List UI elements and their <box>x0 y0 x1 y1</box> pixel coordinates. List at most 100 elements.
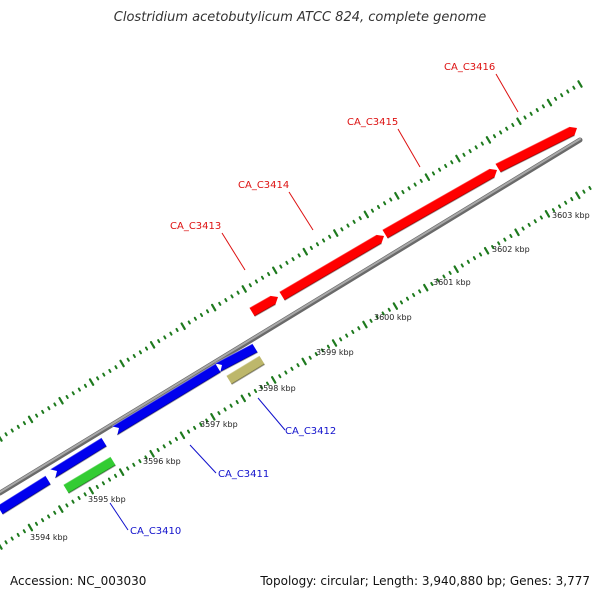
outer-tick-major <box>119 359 125 368</box>
outer-tick-minor <box>474 145 478 150</box>
outer-tick-minor <box>236 290 240 295</box>
outer-tick-minor <box>126 357 130 362</box>
outer-tick-minor <box>4 432 8 437</box>
outer-tick-minor <box>376 204 381 209</box>
gene-arrow <box>214 343 258 373</box>
scale-label-group: 3594 kbp 3595 kbp 3596 kbp 3597 kbp 3598 kbp… <box>30 211 590 542</box>
inner-tick-minor <box>113 473 118 478</box>
inner-tick-minor <box>582 189 586 194</box>
outer-tick-major <box>516 117 522 126</box>
outer-tick-minor <box>47 406 51 411</box>
outer-tick-minor <box>328 234 332 239</box>
inner-tick-minor <box>339 337 343 342</box>
outer-tick-minor <box>437 167 442 172</box>
inner-tick-minor <box>478 252 483 257</box>
inner-tick-minor <box>259 385 264 390</box>
inner-tick-minor <box>284 370 288 375</box>
gene-label-leader <box>288 191 314 231</box>
inner-tick-minor <box>156 448 160 453</box>
outer-tick-minor <box>53 402 57 407</box>
gene-label-leader <box>495 73 519 113</box>
inner-tick-minor <box>551 208 556 213</box>
inner-tick-minor <box>278 374 282 379</box>
inner-tick-minor <box>174 436 178 441</box>
inner-tick-major <box>240 394 246 403</box>
inner-tick-minor <box>266 381 270 386</box>
inner-tick-minor <box>247 392 251 397</box>
outer-tick-major <box>455 154 461 163</box>
outer-tick-minor <box>462 152 466 157</box>
outer-tick-major <box>241 285 247 293</box>
inner-tick-minor <box>369 318 373 323</box>
gene-arrow <box>49 437 107 479</box>
outer-tick-minor <box>352 219 356 224</box>
inner-tick-minor <box>399 300 404 305</box>
inner-tick-major <box>575 191 581 200</box>
gene-label-leader <box>109 502 129 531</box>
outer-tick-minor <box>230 294 234 299</box>
scale-label: 3599 kbp <box>316 348 354 357</box>
outer-tick-minor <box>10 428 14 433</box>
inner-tick-minor <box>71 499 75 504</box>
inner-tick-minor <box>10 536 14 541</box>
outer-tick-minor <box>218 301 222 306</box>
outer-tick-minor <box>419 178 423 183</box>
gene-arrow <box>111 363 221 436</box>
gene-arrow <box>249 295 278 317</box>
inner-tick-minor <box>570 197 574 202</box>
inner-tick-minor <box>314 352 318 357</box>
scale-label: 3602 kbp <box>492 245 530 254</box>
outer-tick-minor <box>224 298 228 303</box>
outer-tick-minor <box>431 171 436 176</box>
inner-tick-minor <box>509 233 513 238</box>
inner-tick-minor <box>430 281 434 286</box>
scale-label: 3594 kbp <box>30 533 68 542</box>
gene-label: CA_C3412 <box>285 426 336 437</box>
inner-tick-minor <box>138 459 142 464</box>
inner-tick-major <box>392 302 399 310</box>
scale-label: 3597 kbp <box>200 420 238 429</box>
outer-tick-minor <box>193 316 197 321</box>
gene-label-leader <box>257 397 286 431</box>
inner-tick-minor <box>418 289 422 294</box>
outer-tick-minor <box>566 89 570 94</box>
inner-tick-minor <box>65 503 69 508</box>
gene-label: CA_C3413 <box>170 221 221 232</box>
inner-tick-minor <box>387 307 391 312</box>
inner-tick-major <box>483 246 490 255</box>
outer-tick-major <box>424 173 431 181</box>
inner-tick-major <box>179 431 186 440</box>
gene-arrow <box>63 456 116 494</box>
inner-tick-minor <box>186 429 191 434</box>
inner-tick-minor <box>442 274 446 279</box>
outer-tick-minor <box>560 93 564 98</box>
inner-tick-minor <box>320 348 324 353</box>
outer-tick-minor <box>444 163 448 168</box>
inner-tick-minor <box>223 407 227 412</box>
gene-label-leader <box>189 444 217 474</box>
outer-tick-minor <box>383 201 387 206</box>
inner-tick-minor <box>357 326 361 331</box>
outer-tick-minor <box>572 85 576 90</box>
inner-tick-minor <box>83 492 87 497</box>
outer-tick-major <box>577 80 583 88</box>
genome-summary-text: Topology: circular; Length: 3,940,880 bp… <box>260 574 590 588</box>
outer-tick-major <box>27 415 34 424</box>
gene-label-leader <box>397 128 421 168</box>
outer-tick-minor <box>35 413 39 418</box>
outer-tick-minor <box>187 320 191 325</box>
outer-tick-minor <box>450 160 454 165</box>
inner-tick-minor <box>412 293 416 298</box>
scale-label: 3603 kbp <box>552 211 590 220</box>
outer-tick-minor <box>83 383 88 388</box>
inner-tick-minor <box>539 215 543 220</box>
outer-tick-minor <box>321 238 326 243</box>
inner-tick-minor <box>448 270 452 275</box>
outer-tick-minor <box>267 272 271 277</box>
inner-tick-minor <box>503 237 507 242</box>
inner-tick-minor <box>101 481 106 486</box>
outer-tick-minor <box>114 365 118 370</box>
inner-tick-minor <box>491 245 495 250</box>
inner-tick-minor <box>53 510 57 515</box>
inner-tick-minor <box>564 200 568 205</box>
